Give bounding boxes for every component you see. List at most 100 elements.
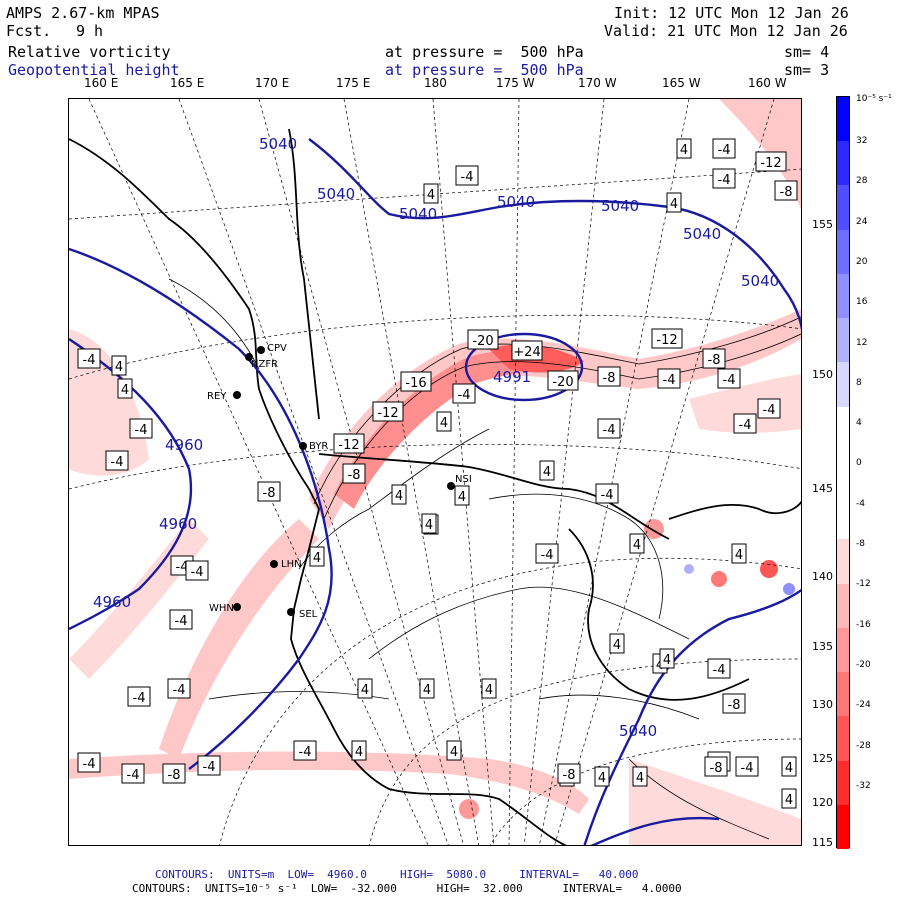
vorticity-label: -8 bbox=[704, 756, 728, 777]
vorticity-label: -4 bbox=[169, 609, 193, 630]
height-4960-west bbox=[69, 247, 333, 770]
vorticity-label: -8 bbox=[702, 348, 726, 369]
vorticity-label: 4 bbox=[666, 192, 682, 213]
meridian bbox=[432, 99, 495, 845]
height-label: 5040 bbox=[497, 193, 535, 211]
colorbar-tick: 0 bbox=[856, 458, 862, 469]
vorticity-label-text: +24 bbox=[513, 345, 540, 360]
forecast-hour: 9 h bbox=[76, 22, 104, 40]
vorticity-label-text: -12 bbox=[760, 156, 781, 171]
field1-pressure: at pressure = 500 hPa bbox=[385, 43, 584, 61]
station-dot bbox=[299, 442, 307, 450]
init-time: Init: 12 UTC Mon 12 Jan 26 bbox=[614, 4, 849, 22]
vorticity-label-text: 4 bbox=[458, 490, 466, 505]
lon-label: 180 bbox=[424, 76, 447, 90]
vorticity-label: 4 bbox=[446, 740, 462, 761]
colorbar-cell bbox=[837, 672, 849, 717]
vorticity-label: -4 bbox=[535, 543, 559, 564]
vorticity-label-text: 4 bbox=[440, 416, 448, 431]
vorticity-label-text: -12 bbox=[656, 333, 677, 348]
vorticity-label-box bbox=[632, 766, 648, 787]
colorbar-tick: 20 bbox=[856, 256, 868, 267]
vorticity-label-text: -4 bbox=[83, 757, 96, 772]
height-label: 4960 bbox=[93, 593, 131, 611]
vorticity-label-box bbox=[597, 366, 621, 387]
height-label: 5040 bbox=[259, 135, 297, 153]
colorbar-cell bbox=[837, 450, 849, 496]
vorticity-label-text: 4 bbox=[121, 383, 129, 398]
colorbar-tick: 32 bbox=[856, 136, 868, 146]
station-dot bbox=[270, 560, 278, 568]
vorticity-label: 4 bbox=[391, 484, 407, 505]
vorticity-label-box bbox=[111, 355, 127, 376]
vorticity-label-text: 4 bbox=[598, 771, 606, 786]
vorticity-label-text: -8 bbox=[780, 185, 793, 200]
vorticity-label: -8 bbox=[597, 366, 621, 387]
vorticity-label-text: 4 bbox=[395, 489, 403, 504]
vorticity-label: -4 bbox=[129, 418, 153, 439]
vorticity-label-text: -4 bbox=[739, 418, 752, 433]
colorbar-cell bbox=[837, 229, 849, 274]
vorticity-label: -4 bbox=[657, 368, 681, 389]
vorticity-label-text: -16 bbox=[405, 376, 426, 391]
vorticity-label: 4 bbox=[309, 546, 325, 567]
vorticity-label-text: -12 bbox=[377, 406, 398, 421]
vorticity-label: -4 bbox=[712, 168, 736, 189]
vorticity-label-text: -8 bbox=[563, 768, 576, 783]
vorticity-label-text: -4 bbox=[718, 173, 731, 188]
vorticity-label-box bbox=[419, 678, 435, 699]
vorticity-label-box bbox=[436, 411, 452, 432]
colorbar-cell bbox=[837, 185, 849, 230]
meridian bbox=[554, 99, 775, 845]
station-name: REY bbox=[207, 391, 227, 402]
vorticity-label-box bbox=[735, 756, 759, 777]
colorbar-tick: -28 bbox=[856, 740, 871, 751]
vorticity-label: -8 bbox=[557, 763, 581, 784]
vorticity-label-box bbox=[731, 543, 747, 564]
vorticity-label-box bbox=[539, 460, 555, 481]
vorticity-label: 4 bbox=[731, 543, 747, 564]
vorticity-label: 4 bbox=[423, 183, 439, 204]
vorticity-label-box bbox=[452, 383, 476, 404]
vorticity-label-box bbox=[421, 513, 437, 534]
vorticity-label-box bbox=[121, 763, 145, 784]
vorticity-label-box bbox=[712, 168, 736, 189]
vorticity-label: -4 bbox=[105, 450, 129, 471]
vorticity-label-box bbox=[676, 138, 692, 159]
colorbar-tick: 12 bbox=[856, 337, 868, 348]
ice-shelf-front bbox=[318, 453, 670, 540]
vorticity-label-box bbox=[609, 633, 625, 654]
vorticity-label-box bbox=[659, 648, 675, 669]
shade-spot bbox=[783, 583, 795, 595]
height-label: 4960 bbox=[159, 515, 197, 533]
station-dot bbox=[287, 608, 295, 616]
shade-bottom-right bbox=[629, 759, 801, 845]
vorticity-label: 4 bbox=[594, 766, 610, 787]
vorticity-label-box bbox=[77, 752, 101, 773]
vorticity-label: 4 bbox=[609, 633, 625, 654]
height-5040-north bbox=[308, 138, 801, 331]
vorticity-label-box bbox=[454, 485, 470, 506]
coast-main bbox=[69, 138, 567, 845]
meridian bbox=[343, 99, 479, 845]
colorbar-tick: -24 bbox=[856, 700, 871, 711]
meridian bbox=[508, 99, 520, 845]
colorbar-cell bbox=[837, 495, 849, 540]
station-name: NSI bbox=[455, 474, 472, 485]
model-title: AMPS 2.67-km MPAS bbox=[6, 4, 160, 22]
vorticity-label: -4 bbox=[595, 483, 619, 504]
vorticity-label: -4 bbox=[733, 413, 757, 434]
lon-label: 170 W bbox=[578, 76, 617, 90]
vorticity-label-text: 4 bbox=[313, 551, 321, 566]
vorticity-label-box bbox=[774, 180, 798, 201]
valid-time: Valid: 21 UTC Mon 12 Jan 26 bbox=[604, 22, 848, 40]
vorticity-label-text: -8 bbox=[263, 486, 276, 501]
vorticity-label-box bbox=[257, 481, 281, 502]
vorticity-label: 4 bbox=[117, 378, 133, 399]
vorticity-label-text: -20 bbox=[552, 375, 573, 390]
vorticity-label-text: 4 bbox=[423, 683, 431, 698]
vorticity-label-text: -4 bbox=[111, 455, 124, 470]
meridian bbox=[178, 99, 449, 845]
vorticity-label-text: 4 bbox=[485, 683, 493, 698]
colorbar-tick: 24 bbox=[856, 216, 868, 227]
